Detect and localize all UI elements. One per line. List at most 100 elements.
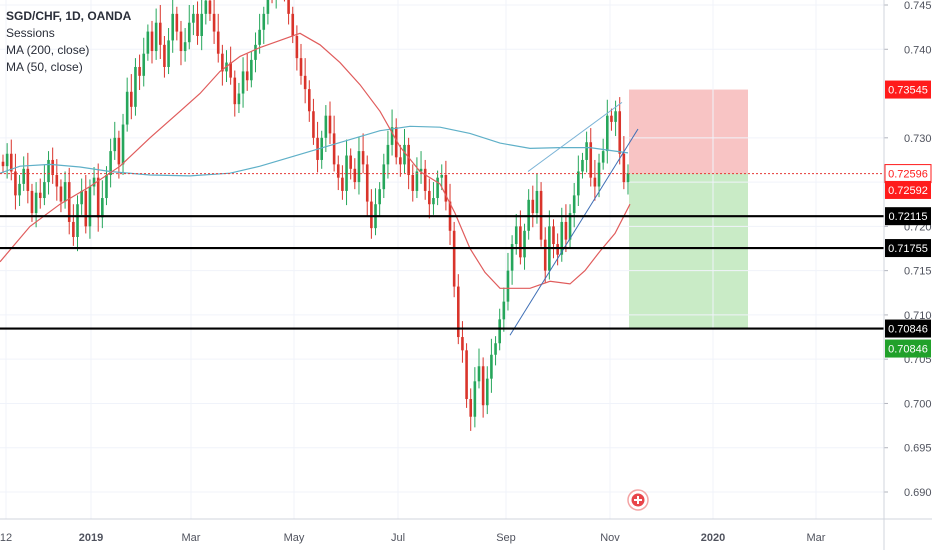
candle-body [428,190,431,205]
candle-body [601,151,605,163]
candle-body [336,164,340,178]
sessions-indicator-label[interactable]: Sessions [6,26,55,40]
candle-body [386,144,390,165]
candle-body [291,13,295,36]
candle-body [254,44,257,60]
candle-body [552,226,555,245]
y-tick-label: 0.70000 [904,398,932,410]
candle-body [167,40,170,67]
candle-body [324,115,328,138]
candle-body [473,381,477,417]
candle-body [14,171,17,196]
candle-body [564,221,568,240]
candlesticks [1,0,630,431]
y-tick-label: 0.69500 [904,443,932,455]
y-tick-label: 0.74000 [904,44,932,56]
lower-trendline[interactable] [509,128,639,336]
candle-body [365,164,369,202]
candle-body [266,0,270,14]
candle-body [287,0,290,14]
candle-body [597,162,601,187]
level-price-label: 0.71755 [888,243,928,255]
candle-body [59,186,63,202]
candle-body [250,59,253,81]
candle-body [514,226,518,245]
candle-body [154,22,158,52]
candle-body [345,155,348,191]
horizontal-levels[interactable] [0,215,884,330]
candle-body [370,201,373,229]
candle-body [469,399,473,417]
candle-body [179,31,183,52]
candle-body [490,354,493,379]
candle-body [399,157,402,165]
candle-body [614,111,617,122]
x-tick-label: May [284,532,305,544]
level-price-label-bg [885,207,931,226]
candle-body [535,190,539,214]
candle-body [192,13,195,23]
candle-body [485,378,489,406]
candle-body [320,137,324,160]
stop-loss-zone[interactable] [629,89,748,174]
ma50-indicator-label[interactable]: MA (50, close) [6,60,83,74]
candle-body [477,366,481,382]
candle-body [237,93,241,105]
candle-body [357,151,361,183]
x-tick-label: Mar [807,532,826,544]
candle-body [577,171,580,196]
chart-legend: SGD/CHF, 1D, OANDA Sessions MA (200, clo… [6,8,131,76]
candle-body [88,186,92,227]
entry-price-label: 0.72596 [888,169,928,181]
candle-body [171,13,175,41]
x-axis-ticks: 12 2019 Mar May Jul Sep Nov 2020 Mar [0,0,826,544]
candle-body [436,177,439,199]
candle-body [134,66,137,107]
y-tick-label: 0.71500 [904,266,932,278]
candle-body [138,66,141,76]
y-tick-label: 0.69000 [904,487,932,499]
ma200-indicator-label[interactable]: MA (200, close) [6,43,90,57]
price-labels: 0.73545 0.72596 0.72592 0.72115 0.71755 0.708… [884,80,932,358]
upper-trendline[interactable] [527,101,623,172]
candle-body [461,337,464,351]
candle-body [328,115,332,134]
candle-body [96,177,100,218]
candle-body [187,22,191,43]
candle-body [568,213,572,240]
candle-body [80,190,83,205]
candle-body [572,195,576,214]
candle-body [523,230,526,258]
x-tick-label: Jul [391,532,405,544]
candle-body [510,244,514,271]
candle-body [30,190,34,214]
candle-body [456,286,460,338]
candle-body [307,89,311,112]
candle-body [606,115,609,152]
y-tick-label: 0.74500 [904,0,932,12]
candle-body [444,175,448,202]
candle-body [593,177,597,187]
candle-body [216,31,220,54]
candle-body [204,0,208,14]
add-order-button[interactable] [627,489,649,511]
candle-body [299,58,303,76]
candle-body [403,144,406,165]
candle-body [506,270,510,302]
candle-body [117,137,121,165]
take-profit-zone[interactable] [629,173,748,329]
candle-body [262,13,266,30]
ma200-line [0,125,629,177]
candle-body [432,198,435,205]
candle-body [589,142,593,178]
take-profit-price-label-bg [885,339,931,358]
symbol-title[interactable]: SGD/CHF, 1D, OANDA [6,9,132,23]
candle-body [531,199,535,214]
candle-body [130,91,133,107]
candle-body [121,124,125,165]
candle-body [415,171,419,191]
candle-body [183,42,187,52]
candle-body [258,29,261,45]
candle-body [101,198,104,218]
